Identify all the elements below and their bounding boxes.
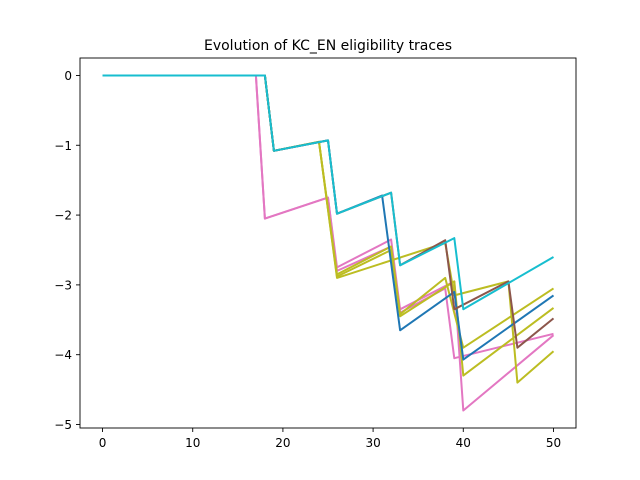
- y-tick-label: −5: [54, 418, 72, 432]
- series-line-2: [102, 74, 555, 412]
- series-line-8: [102, 74, 555, 311]
- axes-frame: [79, 57, 577, 429]
- x-axis: 0 10 20 30 40 50: [99, 428, 561, 450]
- x-tick-label: 40: [456, 436, 471, 450]
- y-tick-label: −2: [54, 209, 72, 223]
- y-tick-label: −1: [54, 139, 72, 153]
- y-tick-label: −4: [54, 348, 72, 362]
- x-tick-label: 30: [365, 436, 380, 450]
- x-tick-label: 10: [185, 436, 200, 450]
- x-tick-label: 50: [546, 436, 561, 450]
- chart-title: Evolution of KC_EN eligibility traces: [204, 38, 452, 54]
- x-tick-label: 0: [99, 436, 107, 450]
- y-axis: 0 −1 −2 −3 −4 −5: [54, 69, 80, 432]
- y-tick-label: −3: [54, 278, 72, 292]
- x-tick-label: 20: [275, 436, 290, 450]
- y-tick-label: 0: [64, 69, 72, 83]
- series-layer: [102, 74, 555, 412]
